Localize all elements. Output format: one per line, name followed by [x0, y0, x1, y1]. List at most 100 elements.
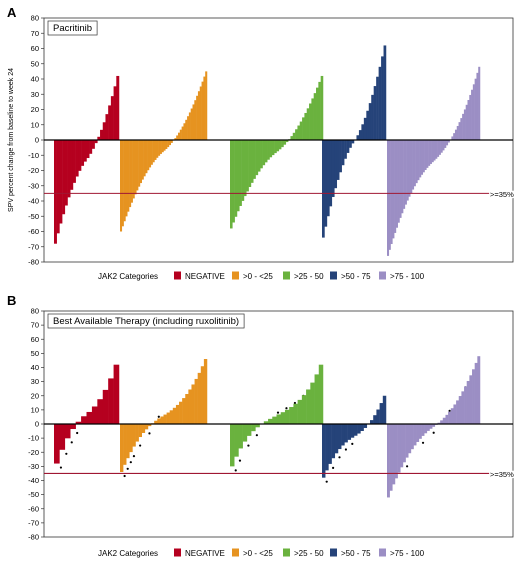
bar	[398, 424, 401, 473]
legend-swatch	[330, 272, 337, 280]
bar-marker	[351, 443, 353, 445]
bar	[376, 77, 379, 140]
bar	[396, 140, 398, 228]
bar	[92, 140, 95, 149]
bar	[461, 391, 464, 424]
legend-swatch	[330, 549, 337, 557]
bar	[477, 356, 480, 424]
bar	[191, 384, 194, 424]
bar	[203, 77, 205, 140]
bar	[187, 116, 189, 140]
bar	[235, 140, 238, 217]
panel-title: Best Available Therapy (including ruxoli…	[53, 316, 239, 327]
bar	[369, 103, 372, 140]
bar	[403, 140, 405, 209]
bar	[364, 118, 367, 140]
bar	[464, 109, 466, 140]
bar	[356, 135, 359, 140]
bar	[426, 140, 428, 168]
bar-marker	[60, 466, 62, 468]
y-tick-label: 30	[31, 377, 39, 386]
bar-marker	[326, 481, 328, 483]
bar	[135, 140, 137, 194]
y-tick-label: 0	[35, 136, 39, 145]
bar-marker	[406, 465, 408, 467]
bar	[384, 45, 387, 140]
bar	[253, 140, 256, 179]
bar	[469, 375, 472, 424]
bar	[54, 140, 57, 244]
bar	[453, 404, 456, 424]
y-tick-label: -20	[28, 448, 39, 457]
bar	[249, 140, 252, 187]
y-tick-label: -80	[28, 258, 39, 267]
bar-marker	[71, 441, 73, 443]
legend-swatch	[283, 549, 290, 557]
bar	[391, 140, 393, 244]
bar	[230, 424, 234, 466]
legend-swatch	[174, 549, 181, 557]
bar	[180, 130, 182, 140]
legend-swatch	[379, 549, 386, 557]
bar	[408, 424, 411, 453]
bar-marker	[239, 460, 241, 462]
legend-title: JAK2 Categories	[98, 549, 158, 558]
bar	[412, 140, 414, 190]
panel-letter: A	[7, 5, 17, 20]
bar	[140, 140, 142, 183]
bar	[318, 82, 321, 140]
bar	[443, 418, 446, 424]
bar	[319, 365, 323, 424]
bar	[59, 140, 62, 224]
bar	[442, 140, 444, 150]
bar	[120, 140, 122, 232]
bar	[204, 359, 207, 424]
y-tick-label: -50	[28, 490, 39, 499]
bar	[65, 140, 68, 206]
bar	[251, 140, 254, 183]
bar	[400, 140, 402, 218]
bar	[445, 415, 448, 424]
bar-marker	[76, 432, 78, 434]
bar-marker	[285, 407, 287, 409]
bar	[73, 140, 76, 183]
bar	[92, 406, 98, 424]
bar	[395, 424, 398, 478]
bar	[451, 408, 454, 424]
y-tick-label: -30	[28, 181, 39, 190]
bar-marker	[433, 432, 435, 434]
bar	[387, 140, 389, 256]
bar	[359, 130, 362, 140]
bar-marker	[247, 444, 249, 446]
bar	[405, 140, 407, 205]
y-tick-label: 70	[31, 29, 39, 38]
bar	[335, 424, 338, 453]
bar	[283, 140, 286, 145]
bar	[160, 140, 162, 154]
legend-label: >0 - <25	[243, 272, 273, 281]
bar	[390, 424, 393, 491]
bar	[54, 424, 60, 464]
y-tick-label: 30	[31, 90, 39, 99]
y-axis-label: SPV percent change from baseline to week…	[8, 68, 15, 212]
bar	[332, 140, 335, 197]
y-tick-label: 10	[31, 120, 39, 129]
bar	[293, 404, 297, 424]
bar	[125, 140, 127, 216]
bar	[193, 104, 195, 140]
bar	[315, 374, 319, 424]
bar	[410, 140, 412, 193]
bar	[122, 140, 124, 226]
bar	[471, 90, 473, 140]
bar	[419, 424, 422, 439]
bar	[459, 122, 461, 140]
legend-swatch	[174, 272, 181, 280]
bar	[416, 424, 419, 442]
bar	[344, 424, 347, 442]
bar	[103, 122, 106, 140]
bar	[151, 140, 153, 165]
bar	[142, 424, 145, 433]
bar	[185, 120, 187, 140]
bar	[446, 140, 448, 145]
